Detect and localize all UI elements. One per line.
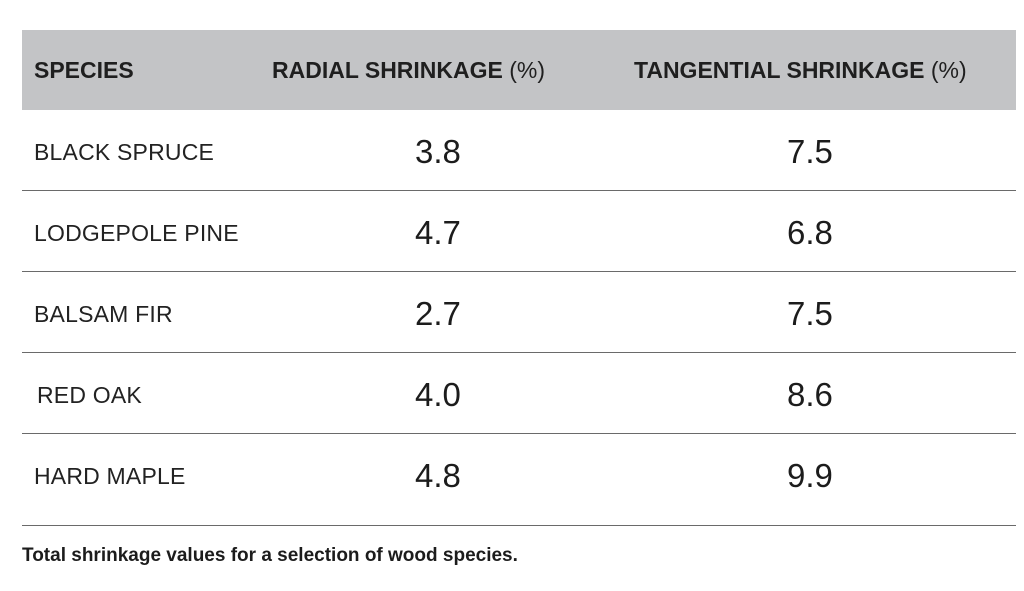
shrinkage-table: SPECIES RADIAL SHRINKAGE (%) TANGENTIAL … (22, 30, 1016, 526)
header-tangential-shrinkage: TANGENTIAL SHRINKAGE (%) (634, 30, 967, 110)
table-header-row: SPECIES RADIAL SHRINKAGE (%) TANGENTIAL … (22, 30, 1016, 110)
header-radial-unit: (%) (509, 57, 546, 83)
header-radial-label: RADIAL SHRINKAGE (272, 57, 503, 83)
species-name: HARD MAPLE (34, 463, 186, 489)
table-caption: Total shrinkage values for a selection o… (22, 545, 518, 566)
tangential-value: 7.5 (787, 133, 833, 170)
tangential-value: 8.6 (787, 376, 833, 413)
header-radial-shrinkage: RADIAL SHRINKAGE (%) (272, 30, 545, 110)
species-name: RED OAK (37, 382, 142, 408)
table-row: BALSAM FIR 2.7 7.5 (22, 272, 1016, 353)
species-name: BALSAM FIR (34, 301, 173, 327)
radial-value: 4.0 (415, 376, 461, 413)
header-species: SPECIES (34, 57, 134, 83)
table-row: RED OAK 4.0 8.6 (22, 353, 1016, 434)
tangential-value: 9.9 (787, 457, 833, 494)
radial-value: 2.7 (415, 295, 461, 332)
tangential-value: 6.8 (787, 214, 833, 251)
radial-value: 4.7 (415, 214, 461, 251)
table-row: BLACK SPRUCE 3.8 7.5 (22, 110, 1016, 191)
table-row: HARD MAPLE 4.8 9.9 (22, 434, 1016, 526)
radial-value: 3.8 (415, 133, 461, 170)
header-tangential-label: TANGENTIAL SHRINKAGE (634, 57, 925, 83)
table-row: LODGEPOLE PINE 4.7 6.8 (22, 191, 1016, 272)
species-name: LODGEPOLE PINE (34, 220, 239, 246)
radial-value: 4.8 (415, 457, 461, 494)
header-tangential-unit: (%) (930, 57, 967, 83)
tangential-value: 7.5 (787, 295, 833, 332)
species-name: BLACK SPRUCE (34, 139, 215, 165)
